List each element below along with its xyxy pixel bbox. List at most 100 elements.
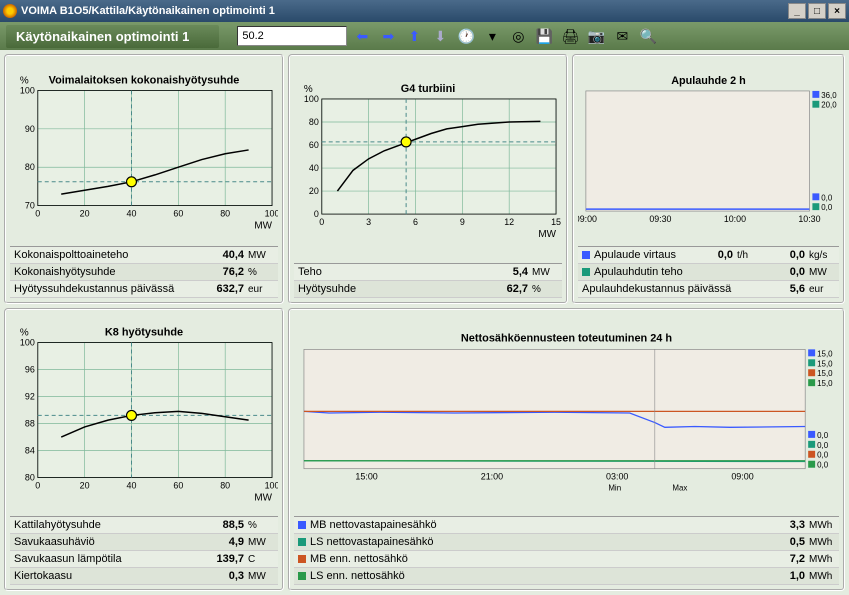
minimize-button[interactable]: _ bbox=[788, 3, 806, 19]
svg-text:15: 15 bbox=[551, 217, 561, 227]
legend-color-box bbox=[582, 251, 590, 259]
info-unit: MWh bbox=[805, 554, 835, 565]
info-row: Hyötyssuhdekustannus päivässä632,7eur bbox=[10, 281, 278, 298]
svg-text:G4 turbiini: G4 turbiini bbox=[401, 83, 456, 95]
svg-text:0,0: 0,0 bbox=[817, 431, 829, 440]
svg-text:100: 100 bbox=[304, 94, 319, 104]
legend-color-box bbox=[298, 521, 306, 529]
save-icon[interactable]: 💾 bbox=[533, 25, 555, 47]
panel-k8-efficiency: 0204060801008084889296100K8 hyötysuhde%M… bbox=[4, 308, 284, 591]
info-unit: % bbox=[244, 520, 274, 531]
info-label: Apulauhdutin teho bbox=[594, 266, 763, 278]
info-label: Savukaasun lämpötila bbox=[14, 553, 202, 565]
maximize-button[interactable]: □ bbox=[808, 3, 826, 19]
info-value: 76,2 bbox=[202, 266, 244, 278]
print-icon[interactable]: 🖨 bbox=[559, 25, 581, 47]
info-unit: MW bbox=[805, 267, 835, 278]
svg-text:80: 80 bbox=[220, 480, 230, 490]
dropdown-icon[interactable]: ▾ bbox=[481, 25, 503, 47]
svg-text:15,0: 15,0 bbox=[817, 349, 833, 358]
nav-down-icon[interactable]: ⬇ bbox=[429, 25, 451, 47]
svg-text:Voimalaitoksen kokonaishyötysu: Voimalaitoksen kokonaishyötysuhde bbox=[49, 75, 240, 87]
svg-text:0,0: 0,0 bbox=[817, 441, 829, 450]
info-row: MB nettovastapainesähkö3,3MWh bbox=[294, 517, 839, 534]
info-unit: t/h bbox=[733, 250, 763, 261]
titlebar: VOIMA B1O5/Kattila/Käytönaikainen optimo… bbox=[0, 0, 849, 22]
svg-text:88: 88 bbox=[25, 419, 35, 429]
svg-text:03:00: 03:00 bbox=[606, 472, 628, 482]
svg-text:20: 20 bbox=[80, 480, 90, 490]
info-row: LS nettovastapainesähkö0,5MWh bbox=[294, 534, 839, 551]
info-row: Apulaude virtaus0,0t/h0,0kg/s bbox=[578, 247, 839, 264]
info-label: LS enn. nettosähkö bbox=[310, 570, 763, 582]
info-row: Kiertokaasu0,3MW bbox=[10, 568, 278, 585]
panel-net-electricity-forecast: 15:0021:0003:0009:00MinMaxNettosähköennu… bbox=[288, 308, 845, 591]
svg-text:10:00: 10:00 bbox=[724, 214, 746, 224]
svg-text:80: 80 bbox=[309, 117, 319, 127]
info-value: 3,3 bbox=[763, 519, 805, 531]
svg-text:100: 100 bbox=[265, 480, 278, 490]
svg-text:80: 80 bbox=[25, 162, 35, 172]
svg-text:0,0: 0,0 bbox=[817, 461, 829, 470]
info-unit: C bbox=[244, 554, 274, 565]
svg-text:84: 84 bbox=[25, 446, 35, 456]
info-value: 632,7 bbox=[202, 283, 244, 295]
svg-text:%: % bbox=[20, 328, 29, 339]
panel-g4-turbine: 03691215020406080100G4 turbiini%MWTeho5,… bbox=[288, 54, 568, 304]
panel-aux-condenser: 09:0009:3010:0010:30Apulauhde 2 h36,020,… bbox=[572, 54, 845, 304]
info-unit: MWh bbox=[805, 520, 835, 531]
svg-text:21:00: 21:00 bbox=[481, 472, 503, 482]
info-rows: Teho5,4MWHyötysuhde62,7% bbox=[294, 263, 562, 298]
info-unit: eur bbox=[805, 284, 835, 295]
value-input[interactable] bbox=[237, 26, 347, 46]
legend-color-box bbox=[582, 268, 590, 276]
info-row: Kokonaishyötysuhde76,2% bbox=[10, 264, 278, 281]
svg-text:0: 0 bbox=[314, 209, 319, 219]
info-value: 0,5 bbox=[763, 536, 805, 548]
email-icon[interactable]: ✉ bbox=[611, 25, 633, 47]
info-rows: Kattilahyötysuhde88,5%Savukaasuhäviö4,9M… bbox=[10, 516, 278, 585]
svg-text:40: 40 bbox=[127, 480, 137, 490]
target-icon[interactable]: ◎ bbox=[507, 25, 529, 47]
info-label: Hyötysuhde bbox=[298, 283, 486, 295]
close-button[interactable]: × bbox=[828, 3, 846, 19]
nav-forward-icon[interactable]: ➡ bbox=[377, 25, 399, 47]
info-unit: MW bbox=[244, 571, 274, 582]
svg-text:09:00: 09:00 bbox=[731, 472, 753, 482]
svg-text:40: 40 bbox=[127, 209, 137, 219]
svg-text:0,0: 0,0 bbox=[817, 451, 829, 460]
panel-plant-efficiency: 020406080100708090100Voimalaitoksen koko… bbox=[4, 54, 284, 304]
svg-text:36,0: 36,0 bbox=[821, 91, 837, 100]
info-unit-2: kg/s bbox=[805, 250, 835, 261]
info-label: Apulauhdekustannus päivässä bbox=[582, 283, 763, 295]
svg-text:3: 3 bbox=[366, 217, 371, 227]
info-row: Kattilahyötysuhde88,5% bbox=[10, 517, 278, 534]
svg-text:Min: Min bbox=[608, 484, 621, 493]
legend-color-box bbox=[298, 572, 306, 580]
toolbar: Käytönaikainen optimointi 1 ⬅ ➡ ⬆ ⬇ 🕐 ▾ … bbox=[0, 22, 849, 50]
info-unit: eur bbox=[244, 284, 274, 295]
search-icon[interactable]: 🔍 bbox=[637, 25, 659, 47]
nav-up-icon[interactable]: ⬆ bbox=[403, 25, 425, 47]
svg-text:15:00: 15:00 bbox=[355, 472, 377, 482]
svg-text:6: 6 bbox=[413, 217, 418, 227]
info-label: Kattilahyötysuhde bbox=[14, 519, 202, 531]
info-unit: MW bbox=[244, 537, 274, 548]
info-rows: Kokonaispolttoaineteho40,4MWKokonaishyöt… bbox=[10, 246, 278, 298]
svg-text:100: 100 bbox=[20, 338, 35, 348]
svg-text:MW: MW bbox=[538, 229, 556, 240]
svg-text:10:30: 10:30 bbox=[798, 214, 820, 224]
svg-text:12: 12 bbox=[504, 217, 514, 227]
nav-back-icon[interactable]: ⬅ bbox=[351, 25, 373, 47]
camera-icon[interactable]: 📷 bbox=[585, 25, 607, 47]
info-label: Savukaasuhäviö bbox=[14, 536, 202, 548]
info-label: MB nettovastapainesähkö bbox=[310, 519, 763, 531]
page-title: Käytönaikainen optimointi 1 bbox=[6, 25, 219, 48]
svg-text:15,0: 15,0 bbox=[817, 379, 833, 388]
clock-icon[interactable]: 🕐 bbox=[455, 25, 477, 47]
svg-text:90: 90 bbox=[25, 124, 35, 134]
main-grid: 020406080100708090100Voimalaitoksen koko… bbox=[0, 50, 849, 595]
info-label: LS nettovastapainesähkö bbox=[310, 536, 763, 548]
svg-text:%: % bbox=[20, 76, 29, 87]
window-title: VOIMA B1O5/Kattila/Käytönaikainen optimo… bbox=[21, 5, 275, 17]
